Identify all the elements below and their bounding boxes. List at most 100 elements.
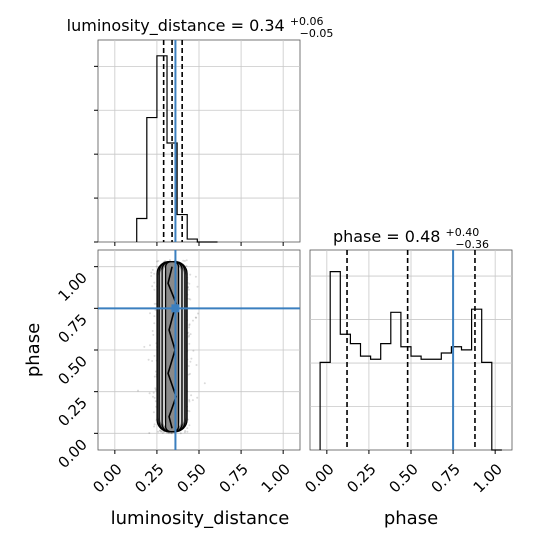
scatter-point (189, 333, 192, 336)
x-tick-label: 0.25 (343, 460, 379, 496)
scatter-y-tick-labels: 0.00 0.25 0.50 0.75 1.00 (54, 266, 98, 472)
hist1-title-sup: +0.06 (290, 15, 324, 28)
scatter-point (154, 309, 157, 312)
scatter-point (153, 281, 156, 284)
scatter-point (156, 260, 158, 263)
hist1-title-sub: −0.05 (300, 27, 334, 40)
hist2-quantile-lines (346, 250, 476, 450)
x-tick-label: 0.75 (216, 460, 252, 496)
y-tick-label: 0.50 (54, 352, 90, 388)
scatter-point (188, 324, 191, 327)
scatter-point (185, 259, 188, 262)
hist2-title-main: phase = 0.48 (333, 227, 440, 246)
scatter-point (196, 285, 199, 288)
scatter-point (153, 396, 156, 399)
scatter-point (154, 387, 157, 390)
scatter-point (183, 431, 186, 434)
scatter-point (195, 364, 198, 366)
hist2-title-sup: +0.40 (446, 226, 480, 239)
hist2-title-sub: −0.36 (455, 238, 489, 251)
scatter-point (160, 430, 163, 433)
scatter-point (150, 271, 153, 274)
scatter-point (169, 432, 172, 435)
scatter-point (170, 432, 173, 435)
y-tick-label: 0.25 (54, 394, 90, 430)
truth-marker (171, 304, 180, 313)
scatter-point (153, 375, 156, 378)
hist2-x-tick-labels: 0.00 0.25 0.50 0.75 1.00 (301, 450, 506, 496)
scatter-point (143, 345, 146, 348)
scatter-point (158, 429, 161, 432)
scatter-point (151, 285, 154, 288)
y-axis-label: phase (23, 323, 44, 377)
scatter-point (192, 319, 194, 322)
scatter-point (186, 430, 189, 433)
scatter-point (154, 370, 157, 373)
x-tick-label: 0.00 (89, 460, 125, 496)
panel-phase-hist: 0.00 0.25 0.50 0.75 1.00 phase = 0.48 +0.40 … (301, 226, 513, 529)
scatter-point (189, 360, 192, 363)
scatter-point (187, 373, 190, 376)
scatter-point (171, 432, 174, 435)
scatter-point (137, 389, 139, 392)
scatter-contours (156, 261, 188, 433)
hist1-title-main: luminosity_distance = 0.34 (67, 16, 285, 36)
scatter-point (155, 265, 158, 268)
scatter-point (157, 430, 160, 433)
scatter-point (188, 323, 191, 326)
y-tick-label: 0.75 (54, 310, 90, 346)
scatter-point (188, 334, 191, 337)
scatter-point (149, 344, 151, 347)
scatter-point (159, 429, 162, 432)
scatter-point (168, 432, 170, 435)
scatter-point (189, 273, 192, 276)
x-tick-label: 0.50 (385, 460, 421, 496)
hist1-title: luminosity_distance = 0.34 +0.06 −0.05 (67, 10, 334, 40)
scatter-point (188, 410, 191, 413)
scatter-point (187, 335, 190, 338)
scatter-point (152, 333, 155, 336)
scatter-point (151, 330, 154, 332)
scatter-point (182, 259, 185, 262)
scatter-point (188, 400, 191, 403)
scatter-point (189, 372, 191, 375)
scatter-point (188, 282, 191, 285)
scatter-point (190, 394, 193, 397)
x-tick-label: 0.50 (173, 460, 209, 496)
x-tick-label: 0.75 (428, 460, 464, 496)
scatter-point (148, 392, 151, 395)
hist1-bars (136, 55, 218, 243)
scatter-point (153, 425, 156, 428)
hist1-quantile-lines (162, 40, 183, 242)
scatter-point (166, 431, 169, 434)
y-tick-label: 0.00 (54, 435, 90, 471)
scatter-point (153, 354, 156, 357)
scatter-point (147, 358, 150, 361)
scatter-point (160, 430, 163, 433)
hist2-bars (319, 271, 502, 451)
scatter-point (187, 365, 190, 367)
histogram-step (319, 271, 502, 451)
scatter-point (152, 395, 154, 398)
scatter-point (168, 259, 171, 261)
scatter-point (179, 432, 182, 435)
scatter-point (149, 312, 151, 315)
panel-luminosity-hist: luminosity_distance = 0.34 +0.06 −0.05 (67, 10, 334, 246)
scatter-point (196, 396, 199, 399)
scatter-point (203, 382, 206, 385)
x-axis-label-phase: phase (384, 508, 438, 529)
scatter-point (153, 423, 156, 426)
x-tick-label: 1.00 (258, 460, 294, 496)
y-tick-label: 1.00 (54, 269, 90, 305)
scatter-point (154, 388, 157, 391)
scatter-point (152, 391, 155, 394)
scatter-point (184, 429, 187, 432)
scatter-point (187, 288, 190, 291)
scatter-point (188, 424, 191, 427)
scatter-point (188, 399, 191, 401)
scatter-point (150, 275, 153, 277)
scatter-point (188, 326, 190, 329)
x-axis-label: luminosity_distance (111, 508, 290, 529)
scatter-point (187, 331, 190, 334)
